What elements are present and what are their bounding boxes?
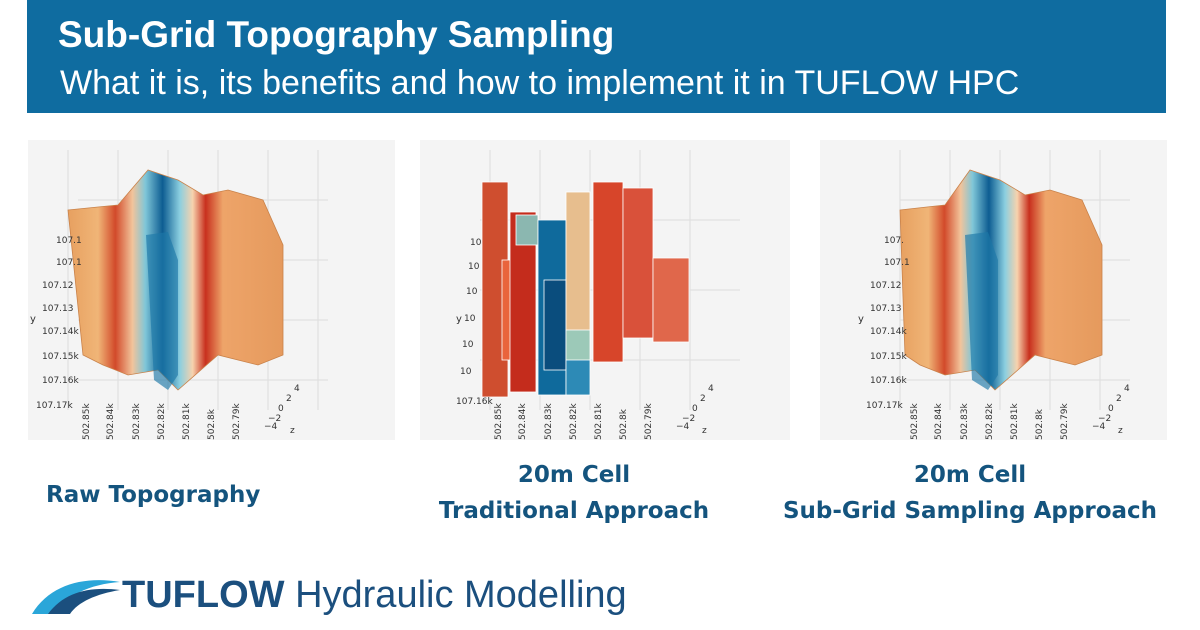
- subgrid-x-tick: 502.82k: [985, 403, 995, 440]
- subgrid-y-tick: 107.16k: [870, 376, 907, 386]
- raw-x-tick: 502.84k: [106, 403, 116, 440]
- subgrid-y-tick: 107.14k: [870, 327, 907, 337]
- subgrid-y-tick: 107.13: [870, 304, 902, 314]
- subgrid-x-tick: 502.81k: [1010, 403, 1020, 440]
- traditional-z-tick: 0: [692, 404, 698, 414]
- footer-logo-text: TUFLOW Hydraulic Modelling: [122, 574, 627, 617]
- raw-x-tick: 502.79k: [232, 403, 242, 440]
- raw-z-tick: −2: [268, 414, 282, 424]
- traditional-y-tick: 10: [460, 367, 472, 377]
- traditional-y-label: y: [456, 314, 462, 325]
- raw-y-tick: 107.14k: [42, 327, 79, 337]
- traditional-z-tick: −2: [682, 414, 696, 424]
- traditional-z-tick: −4: [676, 422, 690, 432]
- traditional-y-tick: 107.16k: [456, 397, 493, 407]
- traditional-y-tick: 10: [466, 287, 478, 297]
- raw-y-tick: 107.13: [42, 304, 74, 314]
- subgrid-sampling-plot: [899, 150, 1130, 410]
- caption-traditional-line2: Traditional Approach: [438, 498, 710, 524]
- subgrid-y-tick: 107.1: [884, 258, 910, 268]
- page-subtitle: What it is, its benefits and how to impl…: [60, 64, 1020, 102]
- logo-brand: TUFLOW: [122, 574, 285, 616]
- caption-subgrid-line1: 20m Cell: [913, 462, 1027, 488]
- raw-z-tick: 4: [294, 384, 300, 394]
- header-banner: [27, 0, 1166, 113]
- raw-y-tick: 107.1: [56, 258, 82, 268]
- caption-raw-topography: Raw Topography: [46, 482, 261, 508]
- traditional-y-tick: 10: [468, 262, 480, 272]
- raw-z-label: z: [290, 426, 295, 436]
- tuflow-logo-mark: [32, 580, 120, 614]
- traditional-x-tick: 502.83k: [544, 403, 554, 440]
- traditional-y-tick: 10: [462, 340, 474, 350]
- traditional-x-tick: 502.81k: [594, 403, 604, 440]
- subgrid-z-tick: 4: [1124, 384, 1130, 394]
- subgrid-x-tick: 502.85k: [910, 403, 920, 440]
- raw-terrain-channel: [146, 232, 178, 390]
- subgrid-terrain-surface: [899, 169, 1103, 391]
- traditional-x-tick: 502.84k: [518, 403, 528, 440]
- subgrid-x-tick: 502.83k: [960, 403, 970, 440]
- raw-y-tick: 107.1: [56, 236, 82, 246]
- traditional-y-tick: 10: [470, 238, 482, 248]
- traditional-x-tick: 502.82k: [569, 403, 579, 440]
- raw-topography-plot: [67, 150, 328, 410]
- subgrid-x-tick: 502.84k: [934, 403, 944, 440]
- caption-traditional-line1: 20m Cell: [517, 462, 631, 488]
- raw-x-tick: 502.85k: [82, 403, 92, 440]
- subgrid-y-label: y: [858, 314, 864, 325]
- traditional-z-tick: 4: [708, 384, 714, 394]
- traditional-z-tick: 2: [700, 394, 706, 404]
- raw-x-tick: 502.8k: [207, 409, 217, 440]
- traditional-y-tick: 10: [464, 314, 476, 324]
- subgrid-terrain-channel: [965, 232, 998, 390]
- raw-y-tick: 107.17k: [36, 401, 73, 411]
- subgrid-x-tick: 502.8k: [1035, 409, 1045, 440]
- subgrid-z-tick: 2: [1116, 394, 1122, 404]
- traditional-x-tick: 502.85k: [494, 403, 504, 440]
- raw-x-tick: 502.81k: [182, 403, 192, 440]
- traditional-z-label: z: [702, 426, 707, 436]
- raw-y-tick: 107.15k: [42, 352, 79, 362]
- subgrid-x-tick: 502.79k: [1060, 403, 1070, 440]
- raw-x-tick: 502.83k: [132, 403, 142, 440]
- subgrid-y-tick: 107.15k: [870, 352, 907, 362]
- subgrid-y-tick: 107.17k: [866, 401, 903, 411]
- traditional-x-tick: 502.8k: [619, 409, 629, 440]
- raw-z-tick: 0: [278, 404, 284, 414]
- subgrid-y-tick: 107.12: [870, 281, 902, 291]
- caption-subgrid-line2: Sub-Grid Sampling Approach: [782, 498, 1158, 524]
- raw-y-tick: 107.12: [42, 281, 74, 291]
- traditional-x-tick: 502.79k: [644, 403, 654, 440]
- raw-y-label: y: [30, 314, 36, 325]
- page-title: Sub-Grid Topography Sampling: [58, 14, 615, 55]
- raw-z-tick: −4: [264, 422, 278, 432]
- traditional-blocks: [481, 181, 690, 398]
- subgrid-z-tick: −2: [1098, 414, 1112, 424]
- subgrid-z-label: z: [1118, 426, 1123, 436]
- subgrid-y-tick: 107.: [884, 236, 905, 246]
- logo-tagline: Hydraulic Modelling: [284, 574, 627, 616]
- traditional-approach-plot: [480, 150, 740, 410]
- subgrid-z-tick: 0: [1108, 404, 1114, 414]
- raw-y-tick: 107.16k: [42, 376, 79, 386]
- raw-z-tick: 2: [286, 394, 292, 404]
- subgrid-z-tick: −4: [1092, 422, 1106, 432]
- raw-x-tick: 502.82k: [157, 403, 167, 440]
